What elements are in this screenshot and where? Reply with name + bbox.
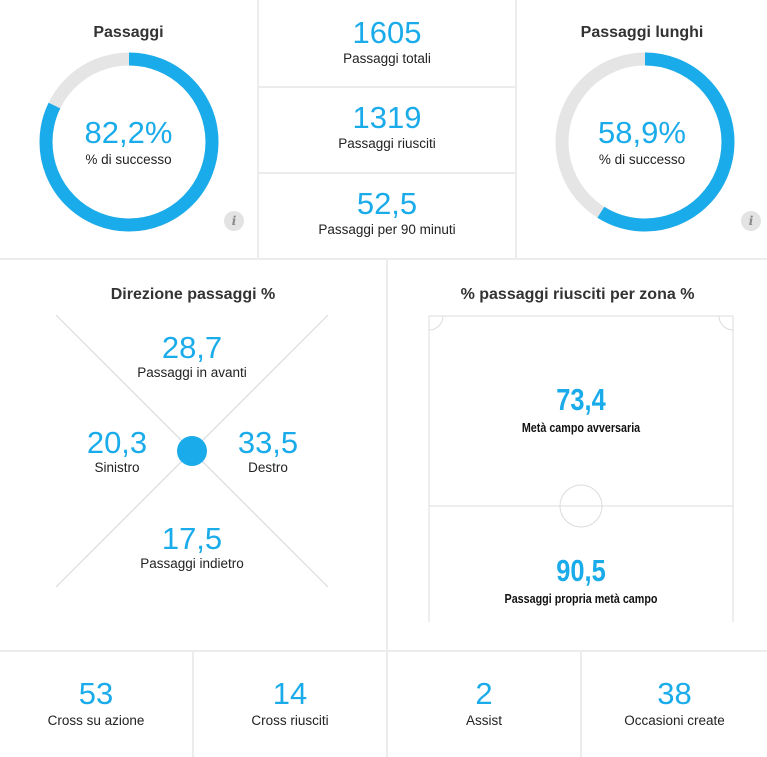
per90-stat: 52,5 Passaggi per 90 minuti — [259, 188, 515, 238]
cross-success-stat: 14 Cross riusciti — [194, 678, 386, 729]
completed-passes-value: 1319 — [352, 100, 422, 135]
right-label: Destro — [248, 460, 288, 475]
opp-half-value: 73,4 — [556, 382, 606, 417]
long-passes-panel: Passaggi lunghi 58,9% % di successo i — [517, 0, 767, 258]
backward-label: Passaggi indietro — [140, 556, 244, 571]
passes-success-value: 82,2% — [84, 115, 173, 150]
cross-success-value: 14 — [272, 676, 308, 711]
assist-stat: 2 Assist — [388, 678, 580, 729]
passes-donut-center: 82,2% % di successo — [0, 117, 257, 167]
total-passes-label: Passaggi totali — [343, 51, 431, 66]
long-passes-donut-arc — [555, 52, 735, 232]
pitch-lines — [428, 315, 734, 622]
chances-label: Occasioni create — [624, 713, 725, 728]
right-value: 33,5 — [237, 425, 299, 460]
cross-success-stat-panel: 14 Cross riusciti — [194, 652, 386, 757]
info-icon[interactable]: i — [741, 211, 761, 231]
left-value: 20,3 — [86, 425, 148, 460]
direction-cross-lines — [55, 314, 329, 588]
passes-panel: Passaggi 82,2% % di successo i — [0, 0, 257, 258]
totals-panel: 1605 Passaggi totali 1319 Passaggi riusc… — [259, 0, 515, 258]
own-half-value: 90,5 — [556, 553, 606, 588]
left-stat: 20,3 Sinistro — [57, 427, 177, 476]
direction-title: Direzione passaggi % — [110, 286, 276, 303]
divider — [259, 172, 515, 174]
forward-label: Passaggi in avanti — [137, 365, 247, 380]
passes-donut-arc — [39, 52, 219, 232]
chances-stat: 38 Occasioni create — [582, 678, 767, 729]
cross-stat-panel: 53 Cross su azione — [0, 652, 192, 757]
chances-stat-panel: 38 Occasioni create — [582, 652, 767, 757]
per90-label: Passaggi per 90 minuti — [318, 222, 456, 237]
per90-value: 52,5 — [356, 186, 418, 221]
direction-center-dot — [177, 436, 207, 466]
own-half-label: Passaggi propria metà campo — [504, 592, 658, 606]
left-label: Sinistro — [94, 460, 140, 475]
cross-stat: 53 Cross su azione — [0, 678, 192, 729]
passes-success-label: % di successo — [85, 152, 172, 167]
chances-value: 38 — [657, 676, 692, 711]
opp-half-stat: 73,4 Metà campo avversaria — [429, 384, 733, 435]
assist-stat-panel: 2 Assist — [388, 652, 580, 757]
zones-title: % passaggi riusciti per zona % — [460, 286, 695, 303]
backward-value: 17,5 — [161, 521, 223, 556]
right-stat: 33,5 Destro — [208, 427, 328, 476]
cross-success-label: Cross riusciti — [251, 713, 329, 728]
passes-donut-chart — [39, 52, 219, 232]
long-passes-donut-chart — [555, 52, 735, 232]
backward-stat: 17,5 Passaggi indietro — [92, 523, 292, 572]
long-passes-success-value: 58,9% — [598, 115, 686, 150]
divider — [259, 86, 515, 88]
completed-passes-label: Passaggi riusciti — [338, 136, 436, 151]
forward-value: 28,7 — [161, 330, 223, 365]
cross-value: 53 — [78, 676, 114, 711]
zones-panel: % passaggi riusciti per zona % 73,4 Metà… — [388, 260, 767, 650]
long-passes-donut-center: 58,9% % di successo — [517, 117, 767, 167]
total-passes-stat: 1605 Passaggi totali — [259, 17, 515, 67]
assist-value: 2 — [475, 676, 493, 711]
direction-panel: Direzione passaggi % 28,7 Passaggi in av… — [0, 260, 386, 650]
forward-stat: 28,7 Passaggi in avanti — [92, 332, 292, 381]
own-half-stat: 90,5 Passaggi propria metà campo — [429, 555, 733, 606]
long-passes-title: Passaggi lunghi — [580, 24, 704, 41]
assist-label: Assist — [465, 713, 502, 728]
long-passes-success-label: % di successo — [598, 152, 686, 167]
opp-half-label: Metà campo avversaria — [521, 421, 641, 435]
info-icon[interactable]: i — [224, 211, 244, 231]
completed-passes-stat: 1319 Passaggi riusciti — [259, 102, 515, 152]
total-passes-value: 1605 — [352, 15, 422, 50]
cross-label: Cross su azione — [47, 713, 145, 728]
passes-title: Passaggi — [93, 24, 164, 41]
